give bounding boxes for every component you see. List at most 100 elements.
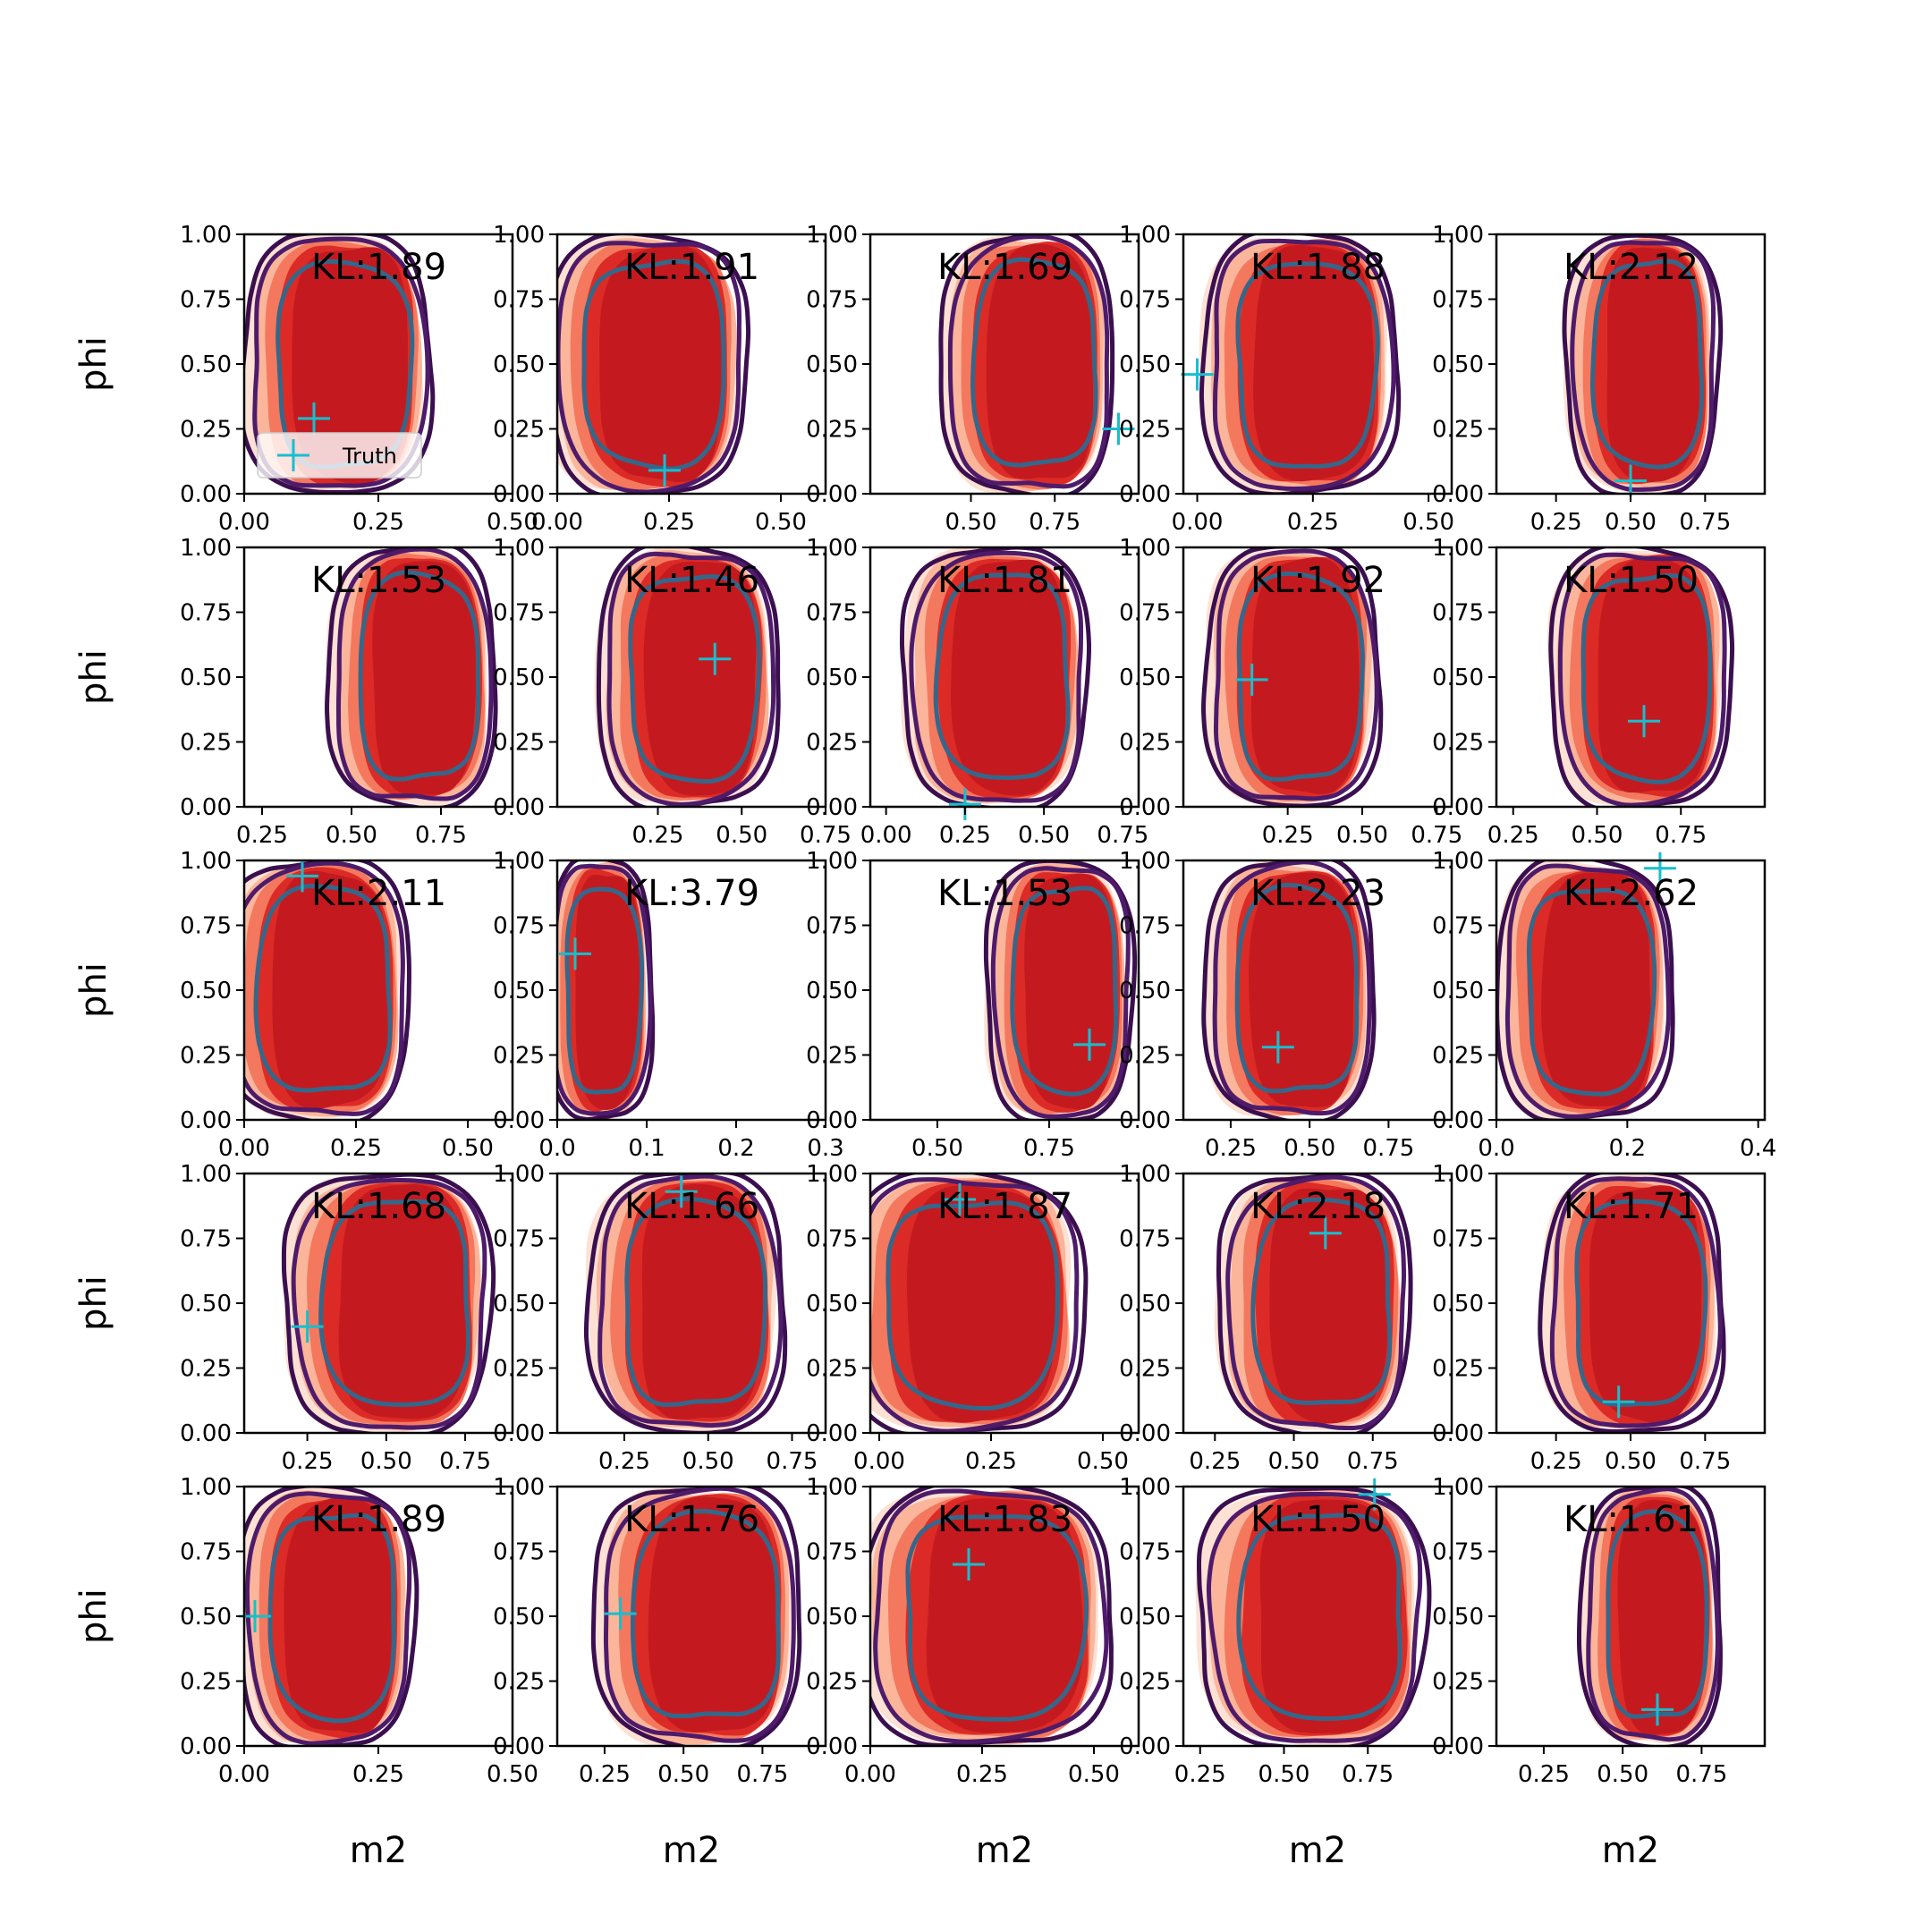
x-tick-label: 0.75 [1029, 509, 1080, 536]
filled-contour-level-5 [641, 1183, 764, 1419]
y-tick-label: 1.00 [493, 848, 545, 875]
y-tick-label: 1.00 [1119, 1161, 1171, 1188]
subplot-5-5: 0.00 0.25 0.50 0.75 1.00 0.25 0.50 0.75 KL:1.61 [1432, 1474, 1767, 1788]
truth-marker [559, 937, 591, 970]
x-axis-label: m2 [350, 1830, 407, 1871]
y-tick-label: 1.00 [180, 535, 232, 562]
x-tick-label: 0.50 [716, 822, 767, 849]
filled-contour-level-5 [1617, 1499, 1706, 1735]
y-tick-label: 0.25 [180, 1669, 232, 1696]
y-tick-label: 0.75 [806, 600, 858, 627]
line-contour-2 [1212, 860, 1372, 1116]
y-tick-label: 0.00 [1432, 1733, 1484, 1760]
x-tick-label: 0.00 [218, 1135, 270, 1162]
y-tick-label: 0.00 [493, 1733, 545, 1760]
y-tick-label: 0.25 [493, 730, 545, 757]
truth-marker [1181, 358, 1214, 391]
filled-contour-level-5 [1269, 1188, 1388, 1424]
y-tick-label: 1.00 [1432, 535, 1484, 562]
y-tick-label: 0.75 [493, 913, 545, 940]
line-contour-3 [1526, 887, 1657, 1097]
kl-divergence-label: KL:1.76 [624, 1499, 759, 1540]
x-tick-label: 0.50 [1077, 1448, 1129, 1475]
density-contours [1576, 1487, 1723, 1746]
y-tick-label: 0.00 [1432, 481, 1484, 508]
y-tick-label: 1.00 [1432, 848, 1484, 875]
subplot-3-4: 0.00 0.25 0.50 0.75 1.00 0.25 0.50 0.75 KL:2.23 [1119, 848, 1453, 1162]
y-tick-label: 0.50 [806, 665, 858, 691]
x-tick-label: 0.25 [598, 1448, 650, 1475]
x-tick-label: 0.25 [956, 1761, 1008, 1788]
density-contours [1195, 1487, 1432, 1746]
line-contour-2 [870, 1177, 1080, 1433]
y-tick-label: 0.00 [806, 481, 858, 508]
subplot-3-3: 0.00 0.25 0.50 0.75 1.00 0.50 0.75 KL:1.53 [806, 848, 1140, 1162]
filled-contour-level-5 [272, 870, 389, 1110]
line-contour-1 [983, 860, 1138, 1120]
y-tick-label: 0.25 [493, 1356, 545, 1383]
line-contour-3 [1574, 1199, 1708, 1407]
x-tick-label: 0.50 [1018, 822, 1070, 849]
y-tick-label: 0.75 [1432, 287, 1484, 314]
filled-contour-level-5 [575, 874, 640, 1111]
x-tick-label: 0.50 [1258, 1761, 1310, 1788]
y-tick-label: 1.00 [180, 1474, 232, 1501]
y-tick-label: 0.75 [1119, 1226, 1171, 1253]
filled-contour-level-5 [986, 243, 1094, 479]
line-contour-3 [253, 883, 393, 1093]
kl-divergence-label: KL:1.88 [1250, 247, 1385, 288]
y-tick-label: 1.00 [806, 1474, 858, 1501]
x-axis-label: m2 [1602, 1830, 1659, 1871]
x-tick-label: 0.75 [1347, 1448, 1399, 1475]
x-tick-label: 0.75 [1023, 1135, 1075, 1162]
legend-box [257, 432, 422, 479]
line-contour-1 [1538, 1174, 1726, 1433]
x-tick-label: 0.50 [1268, 1448, 1320, 1475]
y-tick-label: 0.50 [180, 352, 232, 378]
truth-marker [298, 402, 330, 435]
y-tick-label: 0.50 [1432, 978, 1484, 1004]
density-contours [983, 860, 1138, 1120]
line-contour-2 [597, 1174, 784, 1428]
line-contour-3 [581, 258, 726, 471]
density-contours [1562, 234, 1724, 494]
y-tick-label: 0.75 [493, 1226, 545, 1253]
subplot-3-5: 0.00 0.25 0.50 0.75 1.00 0.0 0.2 0.4 KL:2.62 [1432, 848, 1776, 1162]
x-tick-label: 0.25 [1530, 1448, 1582, 1475]
line-contour-2 [244, 860, 405, 1116]
line-contour-1 [1199, 234, 1402, 494]
kl-divergence-label: KL:1.50 [1563, 560, 1699, 601]
y-axis-label: phi [73, 336, 114, 392]
x-tick-label: 0.50 [1597, 1761, 1648, 1788]
y-tick-label: 0.50 [1119, 978, 1171, 1004]
y-tick-label: 1.00 [1432, 1161, 1484, 1188]
kl-divergence-label: KL:2.62 [1563, 873, 1699, 914]
truth-marker [944, 1183, 976, 1216]
line-contour-1 [938, 234, 1115, 494]
line-contour-2 [335, 547, 494, 801]
y-tick-label: 0.75 [806, 287, 858, 314]
y-tick-label: 0.25 [180, 1356, 232, 1383]
y-tick-label: 0.50 [493, 352, 545, 378]
y-tick-label: 0.50 [806, 1604, 858, 1631]
density-contours [1201, 860, 1377, 1120]
legend-label-truth: Truth [342, 444, 397, 469]
y-tick-label: 0.25 [180, 730, 232, 757]
y-tick-label: 0.50 [806, 978, 858, 1004]
axis-labels: phi phi phi phi phi m2 m2 m2 m2 m2 [73, 336, 1659, 1871]
y-tick-label: 0.00 [1119, 1733, 1171, 1760]
x-tick-label: 0.50 [1605, 509, 1657, 536]
y-tick-label: 0.00 [1119, 1107, 1171, 1134]
subplot-5-3: 0.00 0.25 0.50 0.75 1.00 0.00 0.25 0.50 KL:1.83 [806, 1474, 1140, 1788]
subplot-4-5: 0.00 0.25 0.50 0.75 1.00 0.25 0.50 0.75 KL:1.71 [1432, 1161, 1767, 1475]
y-tick-label: 0.50 [806, 352, 858, 378]
line-contour-1 [281, 1174, 496, 1433]
y-tick-label: 0.75 [180, 600, 232, 627]
y-axis-label: phi [73, 649, 114, 705]
truth-marker [648, 453, 681, 487]
x-tick-label: 0.25 [579, 1761, 631, 1788]
density-contours [1199, 234, 1402, 494]
y-tick-label: 0.50 [180, 1291, 232, 1318]
subplot-1-4: 0.00 0.25 0.50 0.75 1.00 0.00 0.25 0.50 KL:1.88 [1119, 222, 1454, 536]
